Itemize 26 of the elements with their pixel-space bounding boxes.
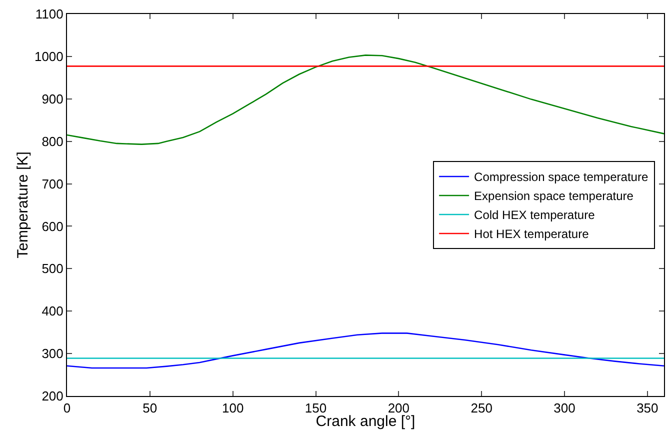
y-tick-label: 900 — [42, 91, 64, 106]
x-tick-label: 250 — [470, 400, 492, 416]
x-axis-title: Crank angle [°] — [316, 413, 416, 430]
x-tick-label: 0 — [63, 400, 71, 416]
legend-label: Cold HEX temperature — [474, 208, 596, 222]
x-tick-label: 300 — [554, 400, 576, 416]
y-tick-label: 700 — [42, 176, 64, 192]
y-tick-label: 400 — [42, 304, 64, 319]
line-series — [67, 332, 664, 369]
y-tick-label: 500 — [42, 261, 64, 276]
y-tick-label: 600 — [42, 218, 64, 234]
legend-label: Hot HEX temperature — [474, 227, 590, 242]
legend-label: Expension space temperature — [474, 189, 634, 204]
y-tick-label: 1000 — [34, 48, 64, 64]
y-tick-label: 800 — [42, 134, 64, 149]
x-tick-label: 100 — [222, 400, 244, 416]
line-series — [67, 54, 664, 145]
y-tick-label: 200 — [42, 388, 64, 404]
legend-label: Compression space temperature — [474, 170, 648, 184]
y-tick-label: 300 — [42, 346, 64, 362]
y-tick-label: 1100 — [35, 6, 64, 22]
x-tick-label: 200 — [388, 400, 410, 416]
x-tick-label: 150 — [304, 400, 327, 416]
y-axis-title: Temperature [K] — [14, 152, 32, 258]
x-tick-label: 50 — [142, 400, 158, 416]
x-tick-label: 350 — [636, 400, 658, 416]
